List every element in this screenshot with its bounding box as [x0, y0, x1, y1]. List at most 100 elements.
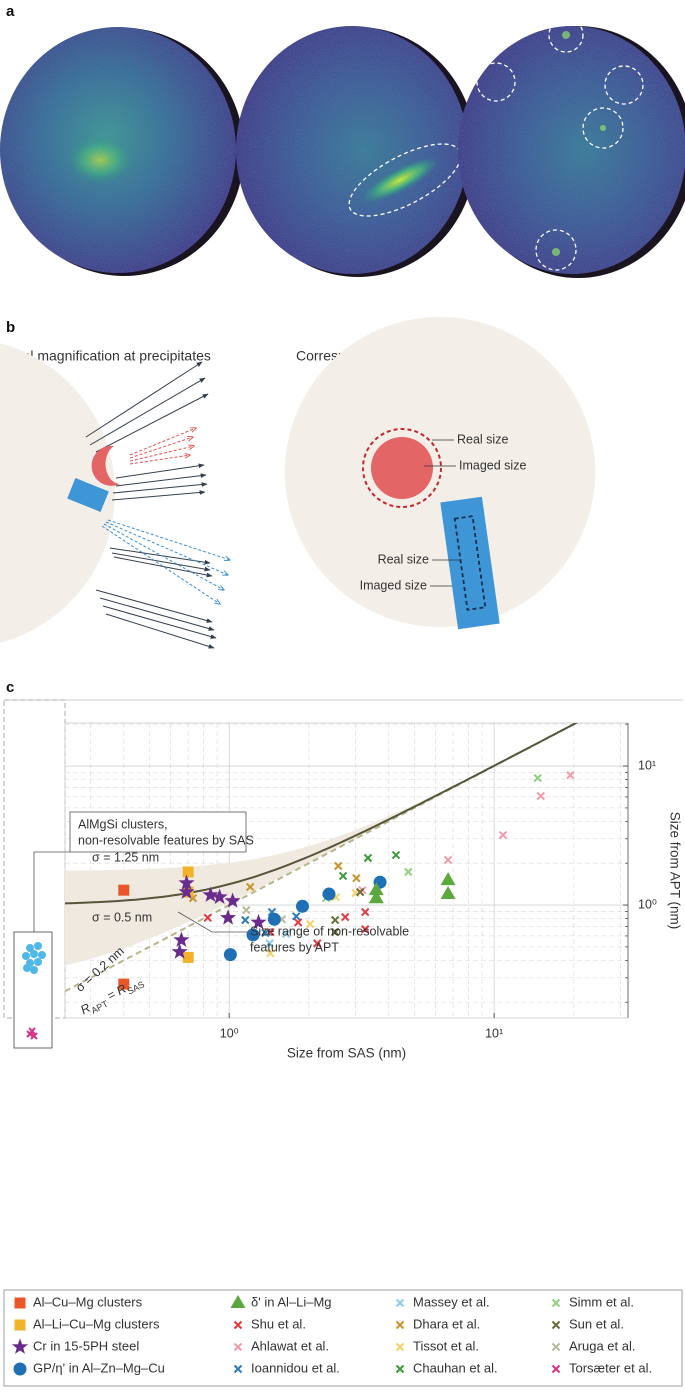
inset-marker: [28, 1027, 36, 1035]
annotation: AlMgSi clusters,: [78, 817, 168, 831]
cross-marker: [352, 874, 361, 883]
inset-marker: [30, 966, 38, 974]
legend-label: Cr in 15-5PH steel: [33, 1338, 139, 1353]
cross-marker: [536, 791, 546, 801]
cross-marker: [203, 913, 212, 922]
y-tick-label: 10¹: [638, 758, 656, 772]
cross-marker: [233, 1342, 243, 1352]
trajectory: [99, 597, 215, 631]
legend-label: Dhara et al.: [413, 1316, 480, 1331]
inset-marker: [22, 952, 30, 960]
trajectory: [129, 437, 193, 459]
cross-marker: [291, 912, 301, 921]
cross-marker: [551, 1298, 561, 1308]
y-tick-label: 10⁰: [638, 897, 657, 911]
circle-marker: [13, 1362, 27, 1376]
cross-marker: [242, 905, 251, 915]
cross-marker: [551, 1320, 561, 1330]
trajectory: [115, 463, 205, 479]
legend-label: Al–Li–Cu–Mg clusters: [33, 1316, 160, 1331]
panel-label: c: [6, 679, 14, 696]
legend-label: GP/η' in Al–Zn–Mg–Cu: [33, 1360, 165, 1375]
star-marker: [178, 874, 195, 890]
triangle-marker: [368, 890, 384, 904]
trajectory: [85, 361, 203, 438]
square-marker: [182, 951, 194, 963]
label: Imaged size: [360, 578, 427, 592]
detector-image-3: [458, 17, 685, 278]
trajectory: [113, 556, 213, 578]
circle-marker: [246, 928, 260, 942]
trajectory: [95, 589, 213, 623]
trajectory: [129, 455, 190, 465]
x-tick-label: 10¹: [485, 1026, 503, 1040]
star-marker: [250, 913, 267, 930]
panel-label: a: [6, 3, 15, 20]
non-resolvable-band: [65, 723, 577, 966]
cross-marker: [360, 907, 370, 917]
cross-marker: [241, 915, 250, 925]
model: [65, 723, 579, 993]
specimen: [0, 343, 115, 643]
inset-marker: [26, 944, 34, 952]
triangle-marker: [440, 886, 456, 900]
cross-marker: [265, 939, 274, 948]
legend-box: [3, 1289, 683, 1387]
trajectory: [103, 523, 224, 590]
cross-marker: [338, 871, 348, 881]
imaged-circle: [371, 437, 433, 499]
legend-label: Tissot et al.: [413, 1338, 479, 1353]
annotation: Size range of non-resolvable: [250, 924, 409, 938]
cross-marker: [340, 912, 350, 922]
trajectory: [112, 482, 208, 494]
legend: Al–Cu–Mg clusters Al–Li–Cu–Mg clusters Cr …: [3, 1289, 683, 1387]
inset-marker: [38, 951, 46, 959]
cross-marker: [233, 1364, 243, 1374]
cross-marker: [395, 1364, 405, 1374]
y-axis-label: Size from APT (nm): [667, 812, 682, 930]
annotation: features by APT: [250, 940, 339, 954]
square-marker: [14, 1319, 26, 1331]
circle-marker: [223, 948, 237, 962]
precipitate-crescent: [91, 445, 120, 486]
star-marker: [171, 943, 188, 959]
cross-marker: [360, 925, 370, 934]
star-marker: [220, 909, 237, 925]
cross-marker: [395, 1342, 405, 1352]
trajectory: [95, 393, 209, 453]
star-marker: [211, 888, 228, 904]
square-marker: [118, 978, 130, 990]
cross-marker: [395, 1298, 405, 1308]
star-marker: [202, 886, 219, 902]
detector-image-1: [0, 27, 244, 276]
cross-marker: [551, 1342, 561, 1352]
leader: [177, 911, 248, 933]
trajectory: [105, 613, 215, 649]
legend-label: Ioannidou et al.: [251, 1360, 340, 1375]
legend-label: Sun et al.: [569, 1316, 624, 1331]
cross-marker: [395, 1320, 405, 1330]
cross-marker: [355, 887, 365, 897]
star-marker: [173, 931, 190, 947]
square-marker: [118, 884, 130, 896]
cross-marker: [245, 882, 255, 892]
annotation: σ = 0.5 nm: [92, 910, 152, 924]
cross-marker: [404, 867, 413, 877]
trajectory: [105, 521, 228, 575]
legend-label: Al–Cu–Mg clusters: [33, 1294, 143, 1309]
circle-marker: [322, 887, 336, 901]
inset-marker: [34, 942, 42, 950]
cross-marker: [533, 773, 542, 783]
triangle-marker: [440, 872, 456, 886]
leader: [33, 851, 70, 932]
plot: 10⁰ 10¹ 10⁰ 10¹ Size from SAS (nm) Size from …: [13, 722, 682, 1061]
panel-title: Local magnification at precipitates: [0, 348, 211, 364]
cross-marker: [443, 855, 453, 865]
legend-label: Massey et al.: [413, 1294, 490, 1309]
label: Real size: [378, 552, 429, 566]
trajectory: [129, 446, 194, 462]
trajectory: [102, 605, 217, 639]
panel-label: b: [6, 319, 15, 336]
cross-marker: [363, 853, 373, 863]
